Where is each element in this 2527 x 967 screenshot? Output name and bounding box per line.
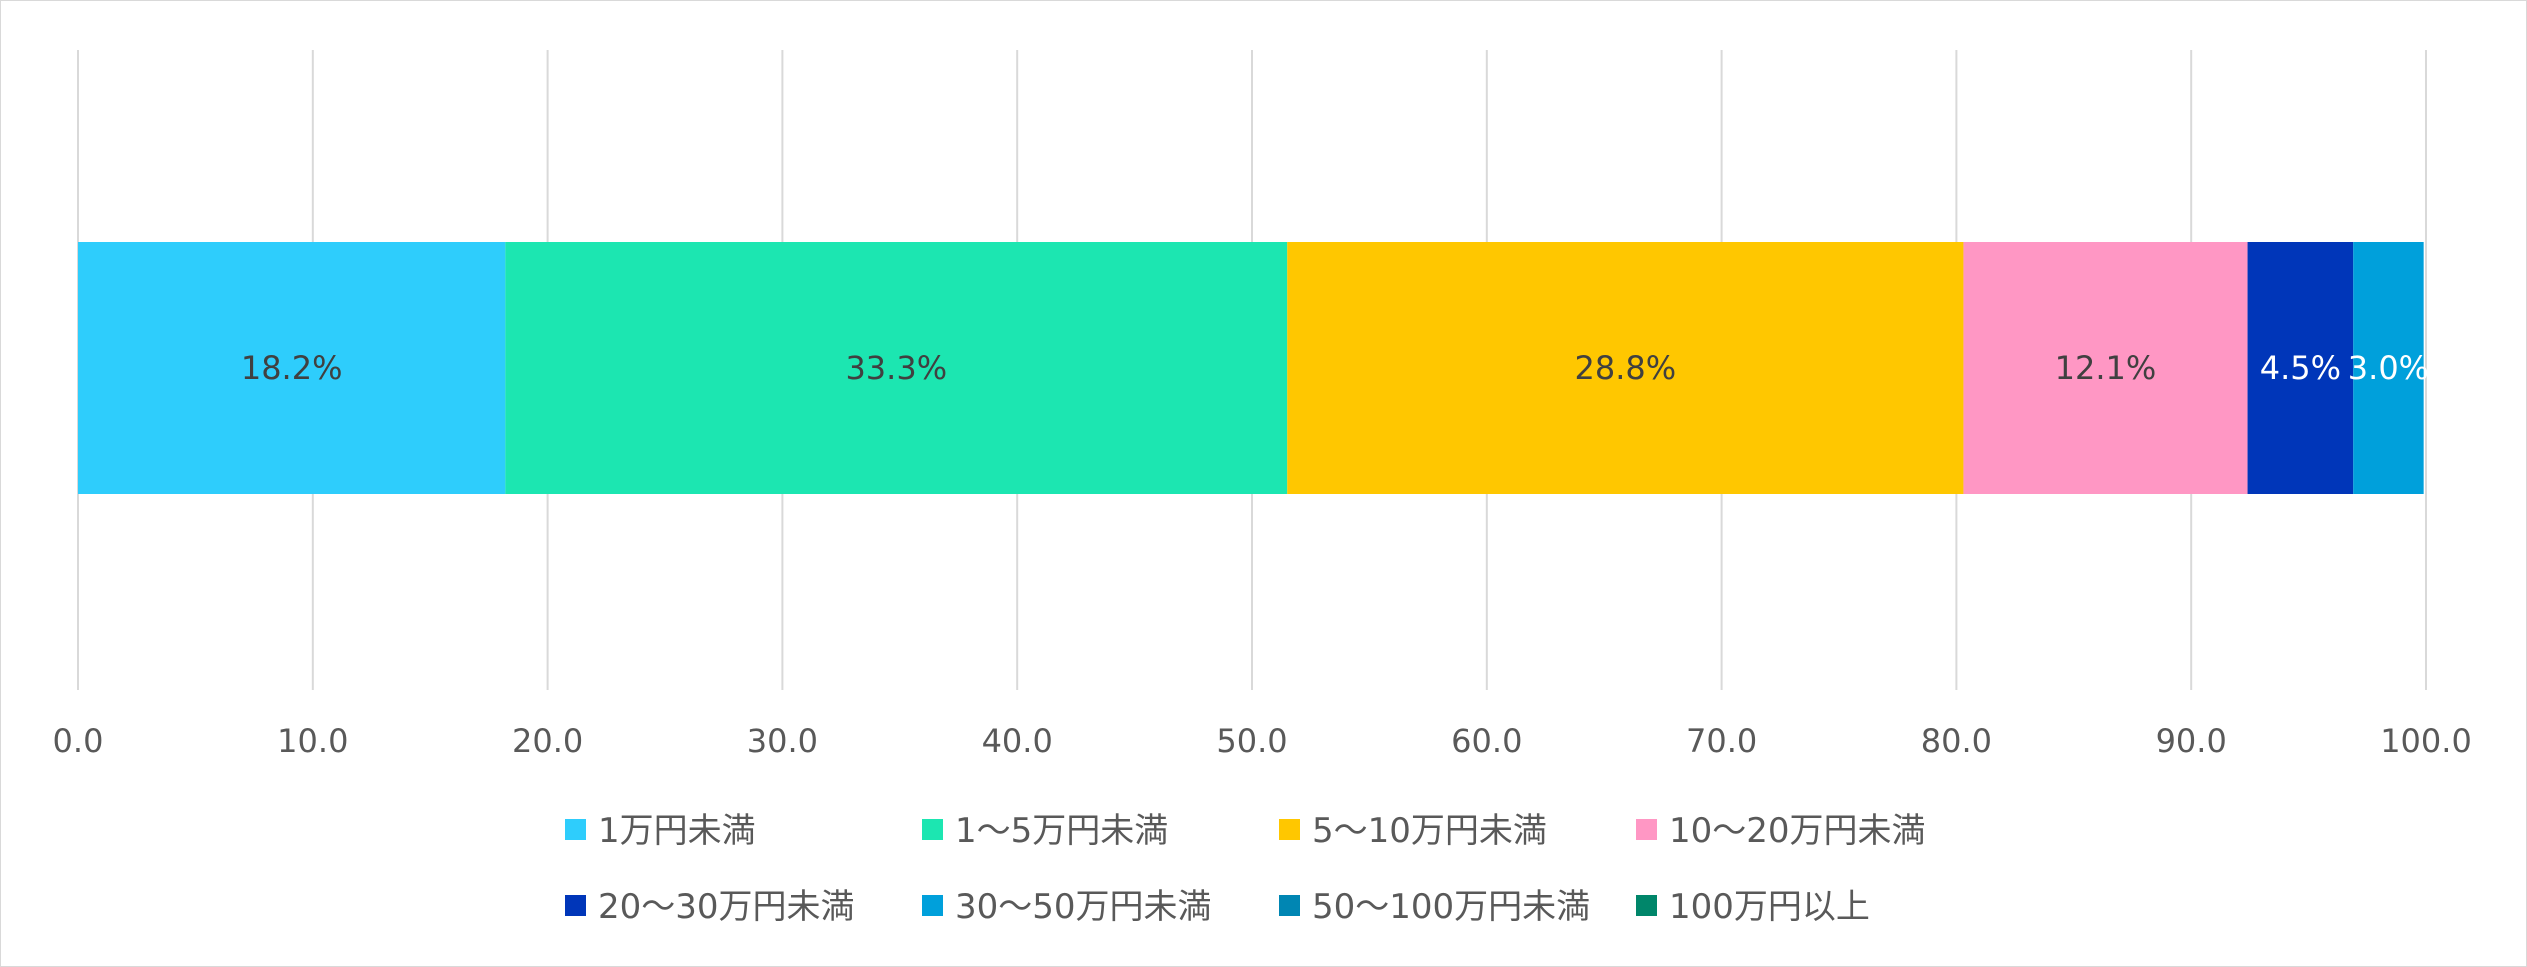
x-tick-label: 10.0 bbox=[277, 722, 348, 760]
bar-segment bbox=[505, 242, 1288, 494]
bar-segment bbox=[2247, 242, 2354, 494]
x-tick-label: 60.0 bbox=[1451, 722, 1522, 760]
data-label: 18.2% bbox=[241, 349, 343, 387]
legend-entry: 1万円未満 bbox=[598, 811, 756, 851]
bar-segment bbox=[78, 242, 506, 494]
legend-swatch bbox=[922, 819, 943, 840]
legend-swatch bbox=[1636, 819, 1657, 840]
legend: 1万円未満 1〜5万円未満 5〜10万円未満 10〜20万円未満 20〜30万円未満 30… bbox=[565, 811, 1926, 927]
legend-entry: 50〜100万円未満 bbox=[1312, 887, 1590, 927]
legend-swatch bbox=[1279, 895, 1300, 916]
legend-entry: 10〜20万円未満 bbox=[1669, 811, 1926, 851]
x-tick-label: 50.0 bbox=[1216, 722, 1287, 760]
legend-entry: 20〜30万円未満 bbox=[598, 887, 855, 927]
x-tick-label: 70.0 bbox=[1686, 722, 1757, 760]
x-tick-label: 90.0 bbox=[2156, 722, 2227, 760]
legend-entry: 1〜5万円未満 bbox=[955, 811, 1168, 851]
legend-swatch bbox=[565, 819, 586, 840]
legend-entry: 5〜10万円未満 bbox=[1312, 811, 1547, 851]
legend-swatch bbox=[565, 895, 586, 916]
legend-entry: 30〜50万円未満 bbox=[955, 887, 1212, 927]
x-tick-label: 0.0 bbox=[53, 722, 104, 760]
data-label: 33.3% bbox=[845, 349, 947, 387]
bar-segment bbox=[2353, 242, 2424, 494]
data-label: 28.8% bbox=[1575, 349, 1677, 387]
x-tick-label: 20.0 bbox=[512, 722, 583, 760]
legend-swatch bbox=[1279, 819, 1300, 840]
legend-entry: 100万円以上 bbox=[1669, 887, 1870, 927]
x-tick-label: 100.0 bbox=[2380, 722, 2472, 760]
data-label: 4.5% bbox=[2260, 349, 2341, 387]
bar-segment bbox=[1287, 242, 1964, 494]
data-label: 3.0% bbox=[2348, 349, 2429, 387]
x-tick-label: 40.0 bbox=[982, 722, 1053, 760]
data-label: 12.1% bbox=[2055, 349, 2157, 387]
legend-swatch bbox=[922, 895, 943, 916]
x-tick-label: 80.0 bbox=[1921, 722, 1992, 760]
bar-segments bbox=[78, 242, 2424, 494]
x-tick-label: 30.0 bbox=[747, 722, 818, 760]
data-labels: 18.2% 33.3% 28.8% 12.1% 4.5% 3.0% bbox=[241, 349, 2429, 387]
bar-segment bbox=[1963, 242, 2248, 494]
x-axis-tick-labels: 0.0 10.0 20.0 30.0 40.0 50.0 60.0 70.0 80.0 90.0 1… bbox=[53, 722, 2472, 760]
legend-swatch bbox=[1636, 895, 1657, 916]
